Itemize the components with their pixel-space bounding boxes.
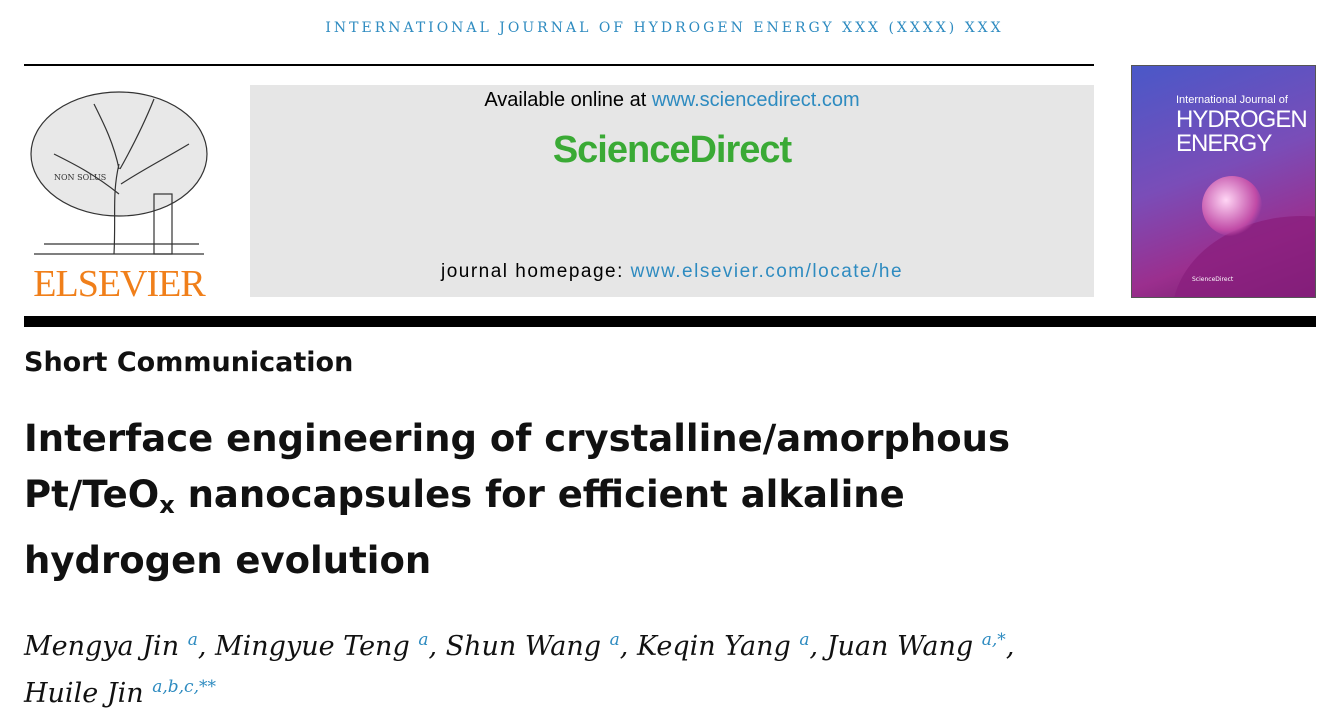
elsevier-wordmark: ELSEVIER [33,263,205,305]
author[interactable]: Huile Jin a,b,c,** [24,677,216,709]
cover-line: HYDROGEN [1176,106,1308,133]
author-list: Mengya Jin a, Mingyue Teng a, Shun Wang … [24,630,1015,709]
cover-title-small: International Journal of [1176,94,1288,106]
elsevier-tree-logo: NON SOLUS [30,91,208,255]
cover-footer: ScienceDirect [1192,276,1234,283]
title-line: Pt/TeOx nanocapsules for efficient alkal… [24,467,1010,533]
journal-banner: Available online at www.sciencedirect.co… [250,85,1094,297]
sciencedirect-logo: ScienceDirect [552,129,792,171]
journal-homepage: journal homepage: www.elsevier.com/locat… [250,261,1094,283]
available-online: Available online at www.sciencedirect.co… [250,89,1094,112]
author[interactable]: Shun Wang a [445,630,620,662]
title-part: Pt/TeO [24,473,160,516]
author[interactable]: Keqin Yang a [636,630,810,662]
affiliation-marker: a [609,630,620,650]
affiliation-marker: a [799,630,810,650]
title-line: Interface engineering of crystalline/amo… [24,417,1011,460]
title-line: hydrogen evolution [24,539,432,582]
affiliation-marker: a [418,630,429,650]
cover-line: ENERGY [1176,130,1272,157]
header-rule [24,64,1094,66]
journal-running-header: INTERNATIONAL JOURNAL OF HYDROGEN ENERGY… [325,20,1004,36]
affiliation-marker: a,b,c,** [152,677,216,697]
cover-title-large: HYDROGEN ENERGY [1176,106,1308,157]
affiliation-marker: a [187,630,198,650]
author[interactable]: Mengya Jin a [24,630,198,662]
author[interactable]: Mingyue Teng a [215,630,429,662]
title-subscript: x [159,491,175,519]
affiliation-marker: a,* [981,630,1006,650]
svg-text:NON SOLUS: NON SOLUS [54,173,106,182]
article-title: Interface engineering of crystalline/amo… [24,411,1010,589]
homepage-label: journal homepage: [440,261,631,282]
section-bar [24,316,1316,327]
author[interactable]: Juan Wang a,* [826,630,1006,662]
title-part: nanocapsules for efficient alkaline [174,473,905,516]
sciencedirect-link[interactable]: www.sciencedirect.com [651,89,860,111]
homepage-link[interactable]: www.elsevier.com/locate/he [630,261,904,282]
available-label: Available online at [484,89,652,111]
journal-cover-image: International Journal of HYDROGEN ENERGY … [1131,65,1316,298]
article-type: Short Communication [24,347,354,378]
